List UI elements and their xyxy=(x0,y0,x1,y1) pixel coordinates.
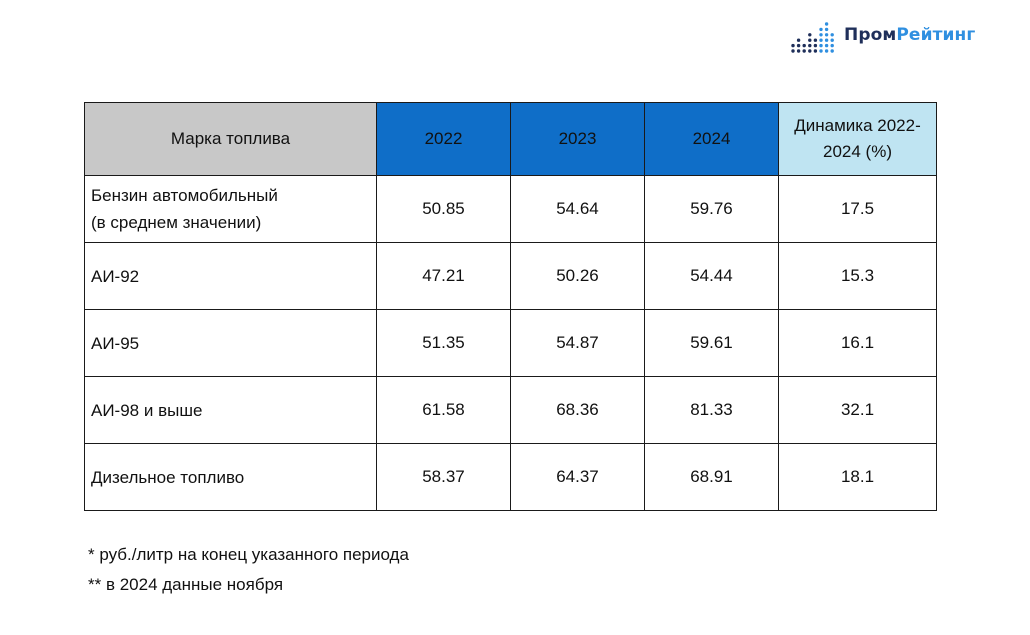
logo-dot xyxy=(824,33,829,37)
brand-name: ПромРейтинг xyxy=(844,25,975,45)
logo-dot xyxy=(796,43,801,48)
logo-dot xyxy=(808,49,812,53)
row-fuel-name: АИ-95 xyxy=(84,309,377,377)
logo-dot xyxy=(796,38,801,42)
logo-dot xyxy=(819,43,823,48)
logo-dot xyxy=(824,49,829,53)
cell-2022: 47.21 xyxy=(376,242,511,310)
fuel-price-table: Марка топлива 2022 2023 2024 Динамика 20… xyxy=(84,102,937,511)
logo-dot xyxy=(830,43,834,48)
logo-dot xyxy=(813,38,818,42)
cell-2022: 58.37 xyxy=(376,443,511,511)
logo-dot xyxy=(808,33,812,37)
cell-dynamics: 32.1 xyxy=(778,376,937,444)
logo-dot xyxy=(813,49,818,53)
cell-2024: 54.44 xyxy=(644,242,779,310)
row-fuel-name: Бензин автомобильный (в среднем значении… xyxy=(84,175,377,243)
header-dynamics: Динамика 2022- 2024 (%) xyxy=(778,102,937,176)
cell-dynamics: 17.5 xyxy=(778,175,937,243)
logo-dot xyxy=(824,27,829,32)
table-row: Бензин автомобильный (в среднем значении… xyxy=(84,175,937,243)
logo-dot xyxy=(830,38,834,42)
cell-2022: 61.58 xyxy=(376,376,511,444)
footnote-period: ** в 2024 данные ноября xyxy=(88,575,284,594)
logo-dot xyxy=(819,33,823,37)
logo-dot xyxy=(819,38,823,42)
logo-dot xyxy=(824,43,829,48)
header-year-2022: 2022 xyxy=(376,102,511,176)
row-fuel-name: Дизельное топливо xyxy=(84,443,377,511)
logo-dot xyxy=(824,38,829,42)
header-dynamics-line1: Динамика 2022- xyxy=(794,116,921,135)
cell-2024: 81.33 xyxy=(644,376,779,444)
logo-dot xyxy=(808,38,812,42)
logo-dot xyxy=(830,33,834,37)
header-fuel-brand: Марка топлива xyxy=(84,102,377,176)
cell-2022: 50.85 xyxy=(376,175,511,243)
cell-2022: 51.35 xyxy=(376,309,511,377)
cell-2023: 68.36 xyxy=(510,376,645,444)
cell-dynamics: 16.1 xyxy=(778,309,937,377)
cell-2024: 68.91 xyxy=(644,443,779,511)
cell-2023: 54.87 xyxy=(510,309,645,377)
footnotes: * руб./литр на конец указанного периода … xyxy=(88,540,409,600)
brand-name-part2: Рейтинг xyxy=(896,25,976,45)
cell-2023: 64.37 xyxy=(510,443,645,511)
cell-dynamics: 18.1 xyxy=(778,443,937,511)
logo-dot xyxy=(796,49,801,53)
table-row: Дизельное топливо 58.37 64.37 68.91 18.1 xyxy=(84,443,937,511)
logo-dot xyxy=(808,43,812,48)
table-header-row: Марка топлива 2022 2023 2024 Динамика 20… xyxy=(84,102,937,176)
logo-dot xyxy=(791,49,795,53)
brand-name-part1: Пром xyxy=(844,25,897,45)
header-dynamics-line2: 2024 (%) xyxy=(823,142,892,161)
row-fuel-name: АИ-92 xyxy=(84,242,377,310)
logo-dot xyxy=(830,49,834,53)
row-fuel-name: АИ-98 и выше xyxy=(84,376,377,444)
row-fuel-name-line1: Бензин автомобильный xyxy=(91,186,278,205)
cell-2024: 59.61 xyxy=(644,309,779,377)
logo-dot xyxy=(819,49,823,53)
brand-logo: ПромРейтинг xyxy=(790,14,975,56)
row-fuel-name-line2: (в среднем значении) xyxy=(91,213,262,232)
cell-2024: 59.76 xyxy=(644,175,779,243)
footnote-unit: * руб./литр на конец указанного периода xyxy=(88,545,409,564)
header-year-2024: 2024 xyxy=(644,102,779,176)
cell-2023: 54.64 xyxy=(510,175,645,243)
header-year-2023: 2023 xyxy=(510,102,645,176)
table-row: АИ-95 51.35 54.87 59.61 16.1 xyxy=(84,309,937,377)
table-row: АИ-92 47.21 50.26 54.44 15.3 xyxy=(84,242,937,310)
bar-dots-icon xyxy=(791,22,834,53)
logo-dot xyxy=(824,22,829,26)
cell-2023: 50.26 xyxy=(510,242,645,310)
cell-dynamics: 15.3 xyxy=(778,242,937,310)
logo-dot xyxy=(802,43,806,48)
logo-dot xyxy=(819,27,823,32)
logo-dot xyxy=(802,49,806,53)
logo-dot xyxy=(813,43,818,48)
logo-dot xyxy=(791,43,795,48)
table-row: АИ-98 и выше 61.58 68.36 81.33 32.1 xyxy=(84,376,937,444)
